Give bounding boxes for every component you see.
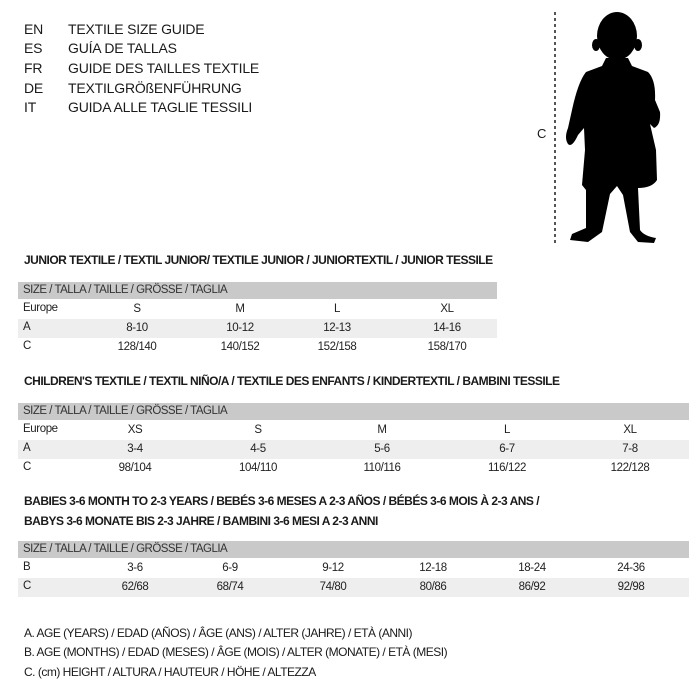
table-cell: 9-12 <box>322 562 344 574</box>
table-cell: 24-36 <box>617 562 645 574</box>
table-row: C 128/140 140/152 152/158 158/170 <box>18 338 497 357</box>
table-cell: S <box>133 303 141 315</box>
table-cell: 12-13 <box>323 322 351 334</box>
table-header: SIZE / TALLA / TAILLE / GRÖSSE / TAGLIA <box>18 282 497 299</box>
table-cell: 3-6 <box>127 562 143 574</box>
row-label: C <box>23 580 31 592</box>
language-code: FR <box>24 60 43 76</box>
language-code: IT <box>24 99 37 115</box>
table-row: B 3-6 6-9 9-12 12-18 18-24 24-36 <box>18 559 689 578</box>
height-dashed-line <box>554 12 556 244</box>
legend-item: A. AGE (YEARS) / EDAD (AÑOS) / ÂGE (ANS)… <box>24 626 413 640</box>
row-label: A <box>23 442 31 454</box>
table-row: Europe XS S M L XL <box>18 421 689 440</box>
section-title: JUNIOR TEXTILE / TEXTIL JUNIOR/ TEXTILE … <box>24 253 493 267</box>
table-cell: 7-8 <box>622 443 638 455</box>
section-title: BABIES 3-6 MONTH TO 2-3 YEARS / BEBÉS 3-… <box>24 494 540 508</box>
height-measure-label: C <box>537 126 547 141</box>
table-row: C 62/68 68/74 74/80 80/86 86/92 92/98 <box>18 578 689 597</box>
section-title: CHILDREN'S TEXTILE / TEXTIL NIÑO/A / TEX… <box>24 374 560 388</box>
table-cell: 122/128 <box>610 462 650 474</box>
row-label: Europe <box>23 423 58 435</box>
language-title: TEXTILE SIZE GUIDE <box>68 21 205 37</box>
row-label: Europe <box>23 302 58 314</box>
table-cell: 110/116 <box>363 462 401 474</box>
table-cell: XL <box>623 424 637 436</box>
table-cell: S <box>254 424 262 436</box>
table-cell: 80/86 <box>419 581 447 593</box>
table-cell: 68/74 <box>216 581 244 593</box>
table-row: C 98/104 104/110 110/116 116/122 122/128 <box>18 459 689 478</box>
table-row: Europe S M L XL <box>18 300 497 319</box>
row-label: C <box>23 340 31 352</box>
language-title: TEXTILGRÖßENFÜHRUNG <box>68 80 242 96</box>
table-cell: 18-24 <box>518 562 546 574</box>
table-cell: 74/80 <box>319 581 347 593</box>
table-cell: L <box>504 424 510 436</box>
language-title: GUÍA DE TALLAS <box>68 40 177 56</box>
language-title: GUIDE DES TAILLES TEXTILE <box>68 60 260 76</box>
table-cell: 140/152 <box>220 341 260 353</box>
table-header: SIZE / TALLA / TAILLE / GRÖSSE / TAGLIA <box>18 403 689 420</box>
table-cell: 98/104 <box>118 462 152 474</box>
language-code: ES <box>24 40 43 56</box>
table-cell: 104/110 <box>239 462 277 474</box>
legend-item: C. (cm) HEIGHT / ALTURA / HAUTEUR / HÖHE… <box>24 665 316 679</box>
table-cell: M <box>235 303 245 315</box>
table-cell: 152/158 <box>317 341 357 353</box>
table-cell: 86/92 <box>518 581 546 593</box>
table-cell: 6-9 <box>222 562 238 574</box>
table-header: SIZE / TALLA / TAILLE / GRÖSSE / TAGLIA <box>18 541 689 558</box>
table-cell: 12-18 <box>419 562 447 574</box>
child-silhouette-icon <box>566 12 661 243</box>
table-cell: 5-6 <box>374 443 390 455</box>
legend-item: B. AGE (MONTHS) / EDAD (MESES) / ÂGE (MO… <box>24 645 448 659</box>
row-label: A <box>23 321 31 333</box>
table-cell: 4-5 <box>250 443 266 455</box>
row-label: C <box>23 461 31 473</box>
language-code: EN <box>24 21 44 37</box>
table-cell: 3-4 <box>127 443 143 455</box>
table-cell: 92/98 <box>617 581 645 593</box>
section-title: BABYS 3-6 MONATE BIS 2-3 JAHRE / BAMBINI… <box>24 514 378 528</box>
table-row: A 3-4 4-5 5-6 6-7 7-8 <box>18 440 689 459</box>
table-cell: M <box>377 424 387 436</box>
table-cell: 10-12 <box>226 322 254 334</box>
table-cell: 8-10 <box>126 322 148 334</box>
language-title: GUIDA ALLE TAGLIE TESSILI <box>68 99 253 115</box>
table-row: A 8-10 10-12 12-13 14-16 <box>18 319 497 338</box>
row-label: B <box>23 561 31 573</box>
table-cell: XL <box>440 303 454 315</box>
table-cell: 6-7 <box>499 443 515 455</box>
table-cell: 158/170 <box>427 341 467 353</box>
table-cell: L <box>334 303 340 315</box>
table-cell: XS <box>127 424 143 436</box>
table-cell: 62/68 <box>121 581 149 593</box>
language-code: DE <box>24 80 44 96</box>
table-cell: 116/122 <box>488 462 526 474</box>
table-cell: 128/140 <box>117 341 157 353</box>
table-cell: 14-16 <box>433 322 461 334</box>
